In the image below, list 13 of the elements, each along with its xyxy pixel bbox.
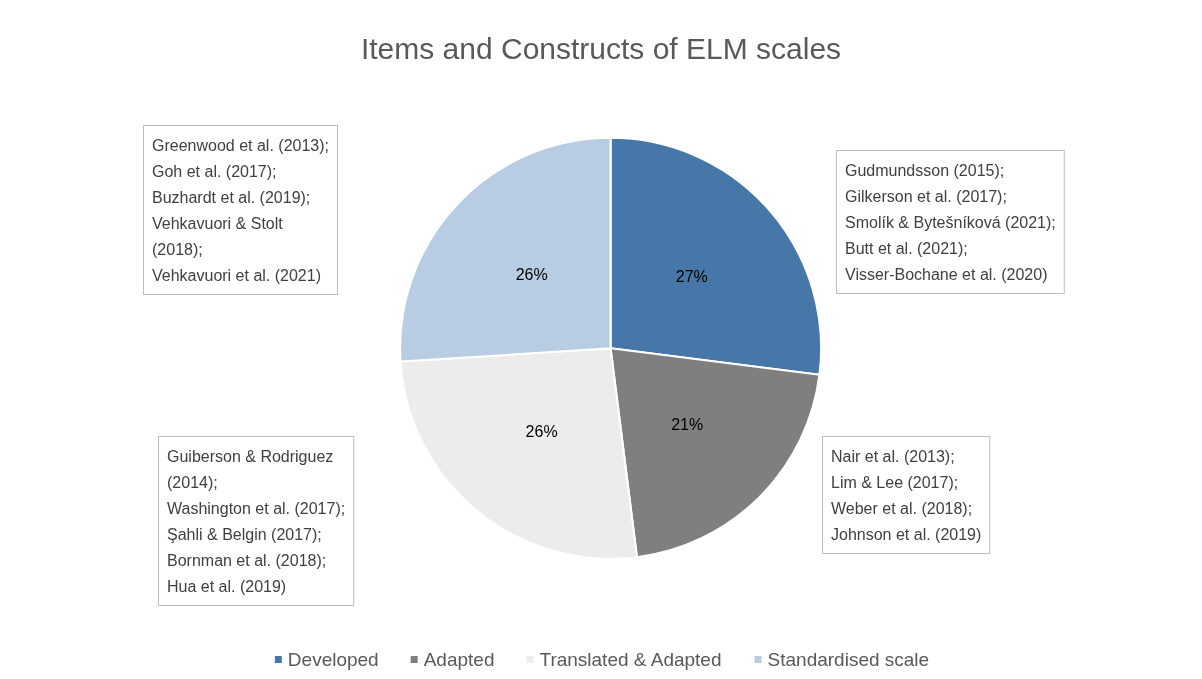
legend-label: Developed — [287, 649, 379, 670]
data-label: 26% — [525, 423, 558, 441]
text: Greenwood et al. (2013); Goh et al. (2017); Buzhardt et al. (2019); Vehkavuori & Stolt (2018); Vehkavuori et al. (2021) — [152, 136, 329, 284]
text: Guiberson & Rodriguez (2014); Washington et al. (2017); Şahli & Belgin (2017); Bornman et al. (2018); Hua et al. (2019) — [167, 447, 346, 595]
text: Nair et al. (2013); Lim & Lee (2017); Weber et al. (2018); Johnson et al. (2019) — [831, 447, 982, 543]
legend-label: Adapted — [423, 649, 495, 670]
data-label: 27% — [675, 268, 708, 286]
chart-title: Items and Constructs of ELM scales — [360, 31, 842, 65]
legend-label: Translated & Adapted — [539, 649, 722, 670]
text: Gudmundsson (2015); Gilkerson et al. (2017); Smolík & Bytešníková (2021); Butt et al. (2021); Visser-Bochane et al. (2020) — [845, 161, 1056, 283]
legend-label: Standardised scale — [767, 649, 930, 670]
data-label: 21% — [671, 416, 704, 434]
data-label: 26% — [515, 265, 548, 283]
